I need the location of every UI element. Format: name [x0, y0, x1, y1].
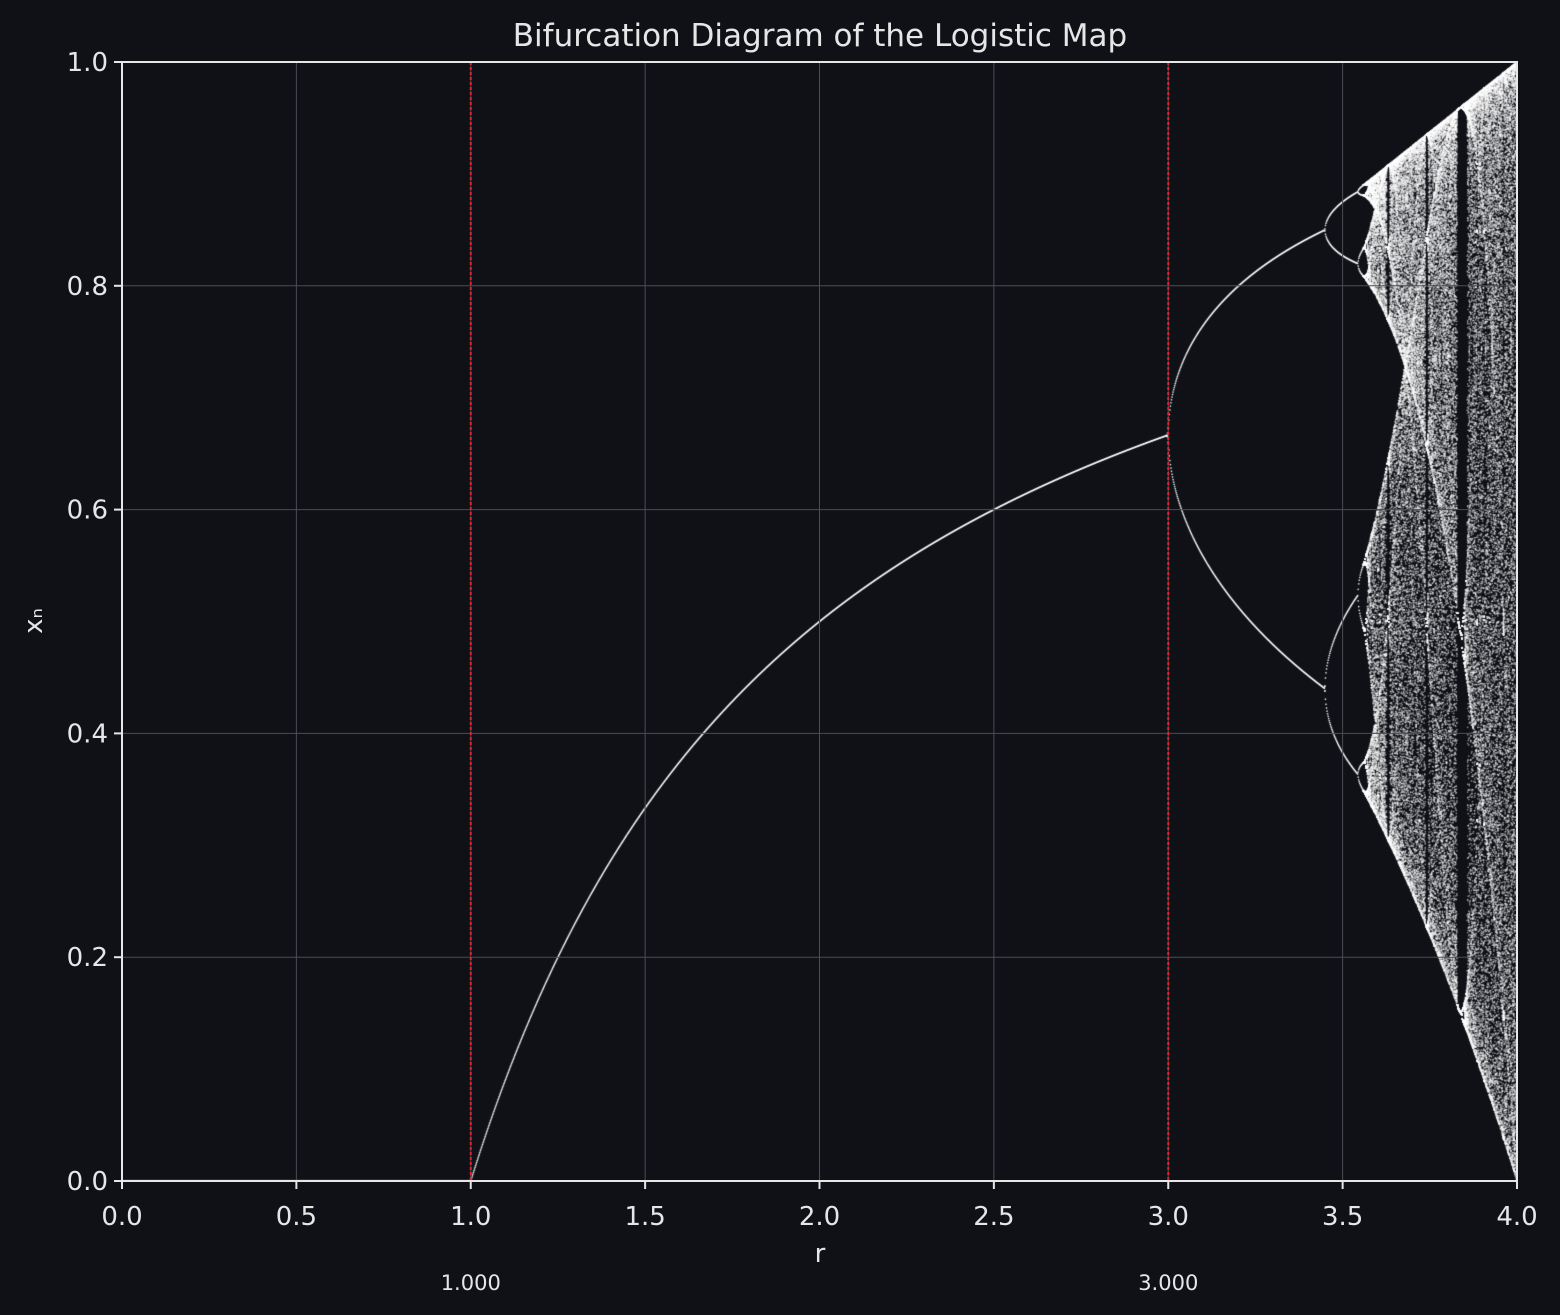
marker-lines [469, 62, 1170, 1181]
chart-title: Bifurcation Diagram of the Logistic Map [513, 18, 1127, 54]
y-tick-label: 0.4 [67, 719, 108, 749]
y-ticks: 0.0 0.2 0.4 0.6 0.8 1.0 [67, 48, 122, 1197]
x-ticks: 0.0 0.5 1.0 1.5 2.0 2.5 3.0 3.5 4.0 [101, 1181, 1538, 1232]
y-tick-label: 1.0 [67, 48, 108, 78]
y-tick-label: 0.8 [67, 272, 108, 302]
x-tick-label: 1.0 [450, 1202, 491, 1232]
y-axis-label: xₙ [19, 608, 49, 634]
x-tick-label: 2.5 [973, 1202, 1014, 1232]
x-tick-label: 0.0 [101, 1202, 142, 1232]
marker-label: 3.000 [1138, 1271, 1198, 1295]
x-tick-label: 1.5 [624, 1202, 665, 1232]
x-tick-label: 2.0 [799, 1202, 840, 1232]
marker-labels: 1.000 3.000 [441, 1271, 1199, 1295]
marker-label: 1.000 [441, 1271, 501, 1295]
x-axis-label: r [815, 1239, 826, 1269]
x-tick-label: 4.0 [1496, 1202, 1537, 1232]
y-tick-label: 0.6 [67, 496, 108, 526]
x-tick-label: 3.0 [1148, 1202, 1189, 1232]
y-tick-label: 0.0 [67, 1167, 108, 1197]
y-tick-label: 0.2 [67, 943, 108, 973]
x-tick-label: 0.5 [276, 1202, 317, 1232]
grid-lines [121, 61, 1518, 1182]
x-tick-label: 3.5 [1322, 1202, 1363, 1232]
